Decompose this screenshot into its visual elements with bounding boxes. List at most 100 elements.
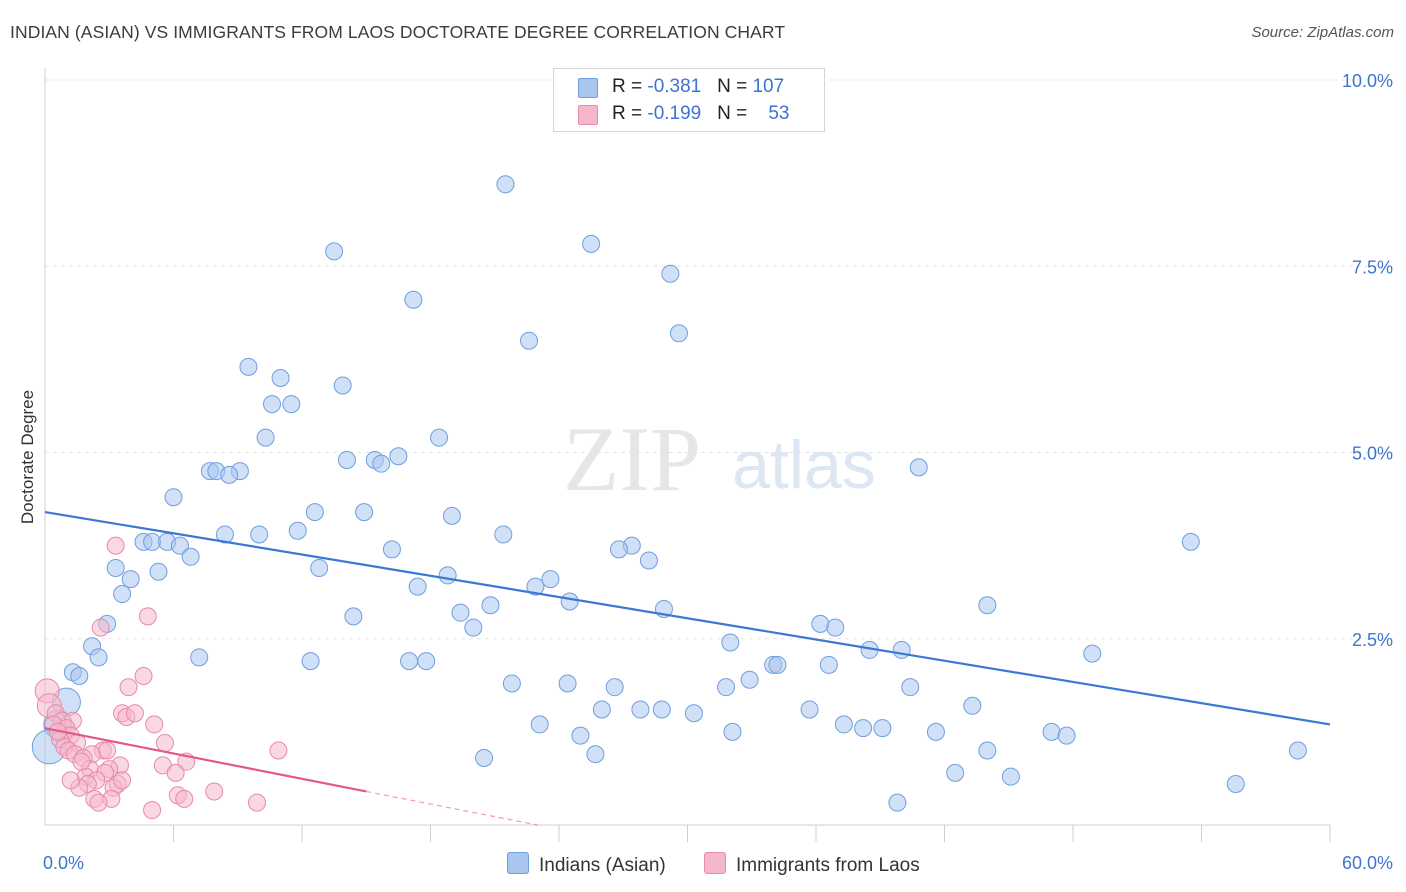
- data-point: [909, 458, 928, 477]
- data-point: [873, 719, 892, 738]
- data-point: [1001, 767, 1020, 786]
- data-point: [721, 633, 740, 652]
- data-point: [978, 596, 997, 615]
- data-point: [91, 618, 110, 637]
- data-point: [250, 525, 269, 544]
- data-point: [344, 607, 363, 626]
- tick-labels: 2.5% 5.0% 7.5% 10.0% 0.0% 60.0%: [43, 71, 1393, 873]
- data-point: [854, 719, 873, 738]
- data-point: [652, 700, 671, 719]
- data-point: [740, 670, 759, 689]
- watermark: ZIP atlas: [563, 408, 876, 510]
- data-point: [605, 678, 624, 697]
- data-point: [496, 175, 515, 194]
- data-point: [263, 395, 282, 414]
- bottom-legend-swatch-laos: [704, 852, 726, 874]
- watermark-atlas: atlas: [732, 427, 876, 503]
- data-point: [669, 324, 688, 343]
- data-point: [269, 741, 288, 760]
- legend-n-label: N =: [717, 103, 753, 124]
- x-tick-label: 60.0%: [1342, 853, 1393, 873]
- data-point: [826, 618, 845, 637]
- data-point: [372, 454, 391, 473]
- data-point: [1226, 775, 1245, 794]
- data-point: [155, 734, 174, 753]
- y-tick-label: 2.5%: [1352, 630, 1393, 650]
- data-point: [215, 525, 234, 544]
- data-point: [98, 741, 117, 760]
- data-point: [819, 655, 838, 674]
- data-point: [382, 540, 401, 559]
- data-point: [609, 540, 628, 559]
- data-point: [310, 558, 329, 577]
- data-point: [145, 715, 164, 734]
- data-point: [530, 715, 549, 734]
- source-credit: Source: ZipAtlas.com: [1251, 24, 1394, 41]
- data-point: [1181, 532, 1200, 551]
- data-point: [901, 678, 920, 697]
- data-point: [586, 745, 605, 764]
- data-point: [355, 503, 374, 522]
- data-point: [464, 618, 483, 637]
- data-point: [661, 264, 680, 283]
- data-point: [723, 722, 742, 741]
- data-point: [325, 242, 344, 261]
- data-point: [271, 369, 290, 387]
- data-point: [888, 793, 907, 812]
- axis-layer: [44, 68, 1331, 842]
- data-point: [684, 704, 703, 723]
- data-point: [113, 585, 132, 604]
- data-point: [560, 592, 579, 611]
- legend-n-value: 107: [752, 76, 785, 97]
- data-point: [1288, 741, 1307, 760]
- data-point: [301, 652, 320, 671]
- bottom-legend-swatch-indians: [507, 852, 529, 874]
- data-point: [288, 521, 307, 540]
- data-point: [430, 428, 449, 447]
- data-point: [811, 614, 830, 633]
- data-point: [582, 234, 601, 253]
- legend-r-value: -0.381: [647, 76, 702, 97]
- trend-layer: [44, 511, 1331, 826]
- y-tick-label: 5.0%: [1352, 444, 1393, 464]
- data-point: [248, 793, 267, 812]
- data-point: [1083, 644, 1102, 663]
- points-layer: [31, 175, 1307, 820]
- data-point: [631, 700, 650, 719]
- data-point: [404, 290, 423, 309]
- watermark-zip: ZIP: [563, 408, 701, 510]
- data-point: [400, 652, 419, 671]
- data-point: [72, 752, 91, 771]
- data-point: [717, 678, 736, 697]
- data-point: [143, 801, 162, 820]
- data-point: [438, 566, 457, 585]
- legend-n-label: N =: [717, 76, 753, 97]
- data-point: [337, 450, 356, 469]
- legend-r-label: R =: [612, 103, 648, 124]
- data-point: [181, 547, 200, 566]
- data-point: [190, 648, 209, 667]
- trend-line-laos-extension: [366, 790, 538, 826]
- legend-r-label: R =: [612, 76, 648, 97]
- data-point: [494, 525, 513, 544]
- data-point: [125, 704, 144, 723]
- data-point: [70, 667, 89, 685]
- data-point: [89, 648, 108, 667]
- data-point: [164, 488, 183, 507]
- data-point: [946, 763, 965, 782]
- data-point: [926, 722, 945, 741]
- data-point: [333, 376, 352, 395]
- data-point: [175, 789, 194, 808]
- data-point: [282, 395, 301, 414]
- data-point: [134, 667, 153, 685]
- data-point: [61, 771, 80, 790]
- legend-text-laos: R = -0.199 N = 53: [612, 103, 789, 125]
- bottom-legend-laos: Immigrants from Laos: [704, 852, 920, 877]
- correlation-legend: R = -0.381 N = 107 R = -0.199 N = 53: [553, 68, 825, 132]
- data-point: [239, 357, 258, 376]
- data-point: [1042, 722, 1061, 741]
- y-tick-label: 7.5%: [1352, 257, 1393, 277]
- data-point: [121, 570, 140, 589]
- data-point: [834, 715, 853, 734]
- data-point: [256, 428, 275, 447]
